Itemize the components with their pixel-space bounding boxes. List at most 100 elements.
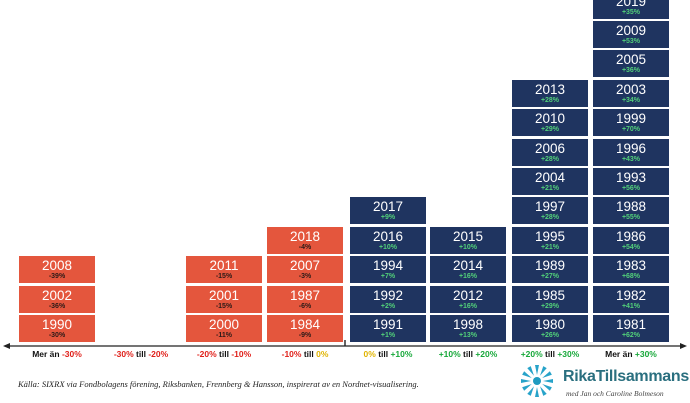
- year-label: 2010: [534, 111, 566, 127]
- return-label: +36%: [621, 67, 641, 75]
- return-label: +2%: [380, 302, 396, 310]
- year-label: 1984: [289, 317, 321, 332]
- year-label: 2005: [615, 52, 647, 68]
- return-label: -39%: [48, 273, 66, 281]
- year-label: 1985: [534, 287, 566, 303]
- year-label: 1993: [615, 170, 647, 185]
- year-label: 2004: [534, 170, 566, 185]
- return-label: -3%: [298, 273, 312, 281]
- return-label: -15%: [215, 273, 233, 281]
- axis-arrow-left-icon: [3, 343, 10, 349]
- year-block-2001: 2001 -15%: [186, 285, 262, 313]
- year-block-1994: 1994 +7%: [350, 256, 426, 284]
- x-axis: [3, 340, 687, 349]
- return-label: +10%: [458, 243, 478, 251]
- return-label: +55%: [621, 214, 641, 222]
- return-label: -36%: [48, 302, 66, 310]
- year-block-1980: 1980 +26%: [512, 315, 588, 342]
- logo: [521, 365, 553, 397]
- category-label: Mer än -30%: [32, 349, 82, 359]
- year-block-2003: 2003 +34%: [593, 79, 669, 107]
- year-label: 2016: [372, 228, 404, 244]
- year-block-1987: 1987 -6%: [267, 285, 343, 313]
- year-block-1999: 1999 +70%: [593, 109, 669, 137]
- year-label: 1999: [615, 111, 647, 127]
- year-label: 1994: [372, 258, 404, 274]
- category-label: 0% till +10%: [363, 349, 413, 359]
- return-label: +27%: [540, 273, 560, 281]
- return-label: +13%: [458, 332, 478, 339]
- year-block-1991: 1991 +1%: [350, 315, 426, 342]
- year-label: 2011: [209, 258, 239, 274]
- return-label: +10%: [378, 243, 398, 251]
- year-block-1988: 1988 +55%: [593, 197, 669, 225]
- category-label: -10% till 0%: [281, 349, 329, 359]
- return-label: +70%: [621, 126, 641, 134]
- chart-area: 1990 -30% 2002 -36% 2008 -39% 2000 -11% 2001 -15%…: [19, 0, 669, 342]
- year-label: 1988: [615, 199, 647, 215]
- year-block-1996: 1996 +43%: [593, 138, 669, 166]
- year-block-2008: 2008 -39%: [19, 256, 95, 284]
- year-label: 2019: [615, 0, 647, 9]
- year-label: 2007: [289, 258, 321, 274]
- return-label: +16%: [458, 273, 478, 281]
- axis-arrow-right-icon: [680, 343, 687, 349]
- year-block-2002: 2002 -36%: [19, 285, 95, 313]
- year-block-2015: 2015 +10%: [430, 226, 506, 254]
- return-label: +56%: [621, 185, 641, 192]
- year-block-1993: 1993 +56%: [593, 168, 669, 195]
- source-note: Källa: SIXRX via Fondbolagens förening, …: [18, 379, 419, 389]
- year-block-2004: 2004 +21%: [512, 168, 588, 195]
- year-label: 2001: [208, 287, 240, 303]
- year-block-1998: 1998 +13%: [430, 315, 506, 342]
- return-label: +29%: [540, 126, 560, 134]
- return-label: -9%: [298, 332, 312, 339]
- return-label: +21%: [540, 243, 560, 251]
- return-label: +68%: [621, 273, 641, 281]
- year-label: 1998: [452, 317, 484, 332]
- return-label: +62%: [621, 332, 641, 339]
- year-label: 1986: [615, 228, 647, 244]
- return-label: +53%: [621, 38, 641, 45]
- year-label: 2009: [615, 23, 647, 38]
- year-block-2013: 2013 +28%: [512, 79, 588, 107]
- return-label: +29%: [540, 302, 560, 310]
- year-block-1984: 1984 -9%: [267, 315, 343, 342]
- return-label: -6%: [298, 302, 312, 310]
- year-label: 2012: [452, 287, 484, 303]
- year-label: 2017: [372, 199, 404, 215]
- year-block-2018: 2018 -4%: [267, 226, 343, 254]
- category-label: +20% till +30%: [520, 349, 580, 359]
- return-label: +41%: [621, 302, 641, 310]
- year-label: 1991: [372, 317, 404, 332]
- year-label: 2000: [208, 317, 240, 332]
- year-block-1990: 1990 -30%: [19, 315, 95, 342]
- return-label: +28%: [540, 155, 560, 163]
- return-label: +21%: [540, 185, 560, 192]
- year-block-1997: 1997 +28%: [512, 197, 588, 225]
- year-label: 1995: [534, 228, 566, 244]
- year-label: 1987: [289, 287, 321, 303]
- year-block-2019: 2019 +35%: [593, 0, 669, 19]
- logo-tagline: med Jan och Caroline Bolmeson: [566, 389, 664, 398]
- year-label: 2014: [452, 258, 484, 274]
- return-label: -4%: [298, 243, 312, 251]
- category-label: -30% till -20%: [113, 349, 169, 359]
- year-label: 2015: [452, 228, 484, 244]
- return-label: +1%: [380, 332, 396, 339]
- year-label: 2008: [41, 258, 73, 274]
- year-block-1983: 1983 +68%: [593, 256, 669, 284]
- return-label: +7%: [380, 273, 396, 281]
- year-label: 1992: [372, 287, 404, 303]
- year-label: 1980: [534, 317, 566, 332]
- year-block-1981: 1981 +62%: [593, 315, 669, 342]
- return-label: +28%: [540, 96, 560, 104]
- return-label: +28%: [540, 214, 560, 222]
- year-block-2007: 2007 -3%: [267, 256, 343, 284]
- year-label: 1989: [534, 258, 566, 274]
- year-block-1989: 1989 +27%: [512, 256, 588, 284]
- category-label: -20% till -10%: [196, 349, 252, 359]
- year-label: 1996: [615, 140, 647, 156]
- year-block-1982: 1982 +41%: [593, 285, 669, 313]
- return-label: +43%: [621, 155, 641, 163]
